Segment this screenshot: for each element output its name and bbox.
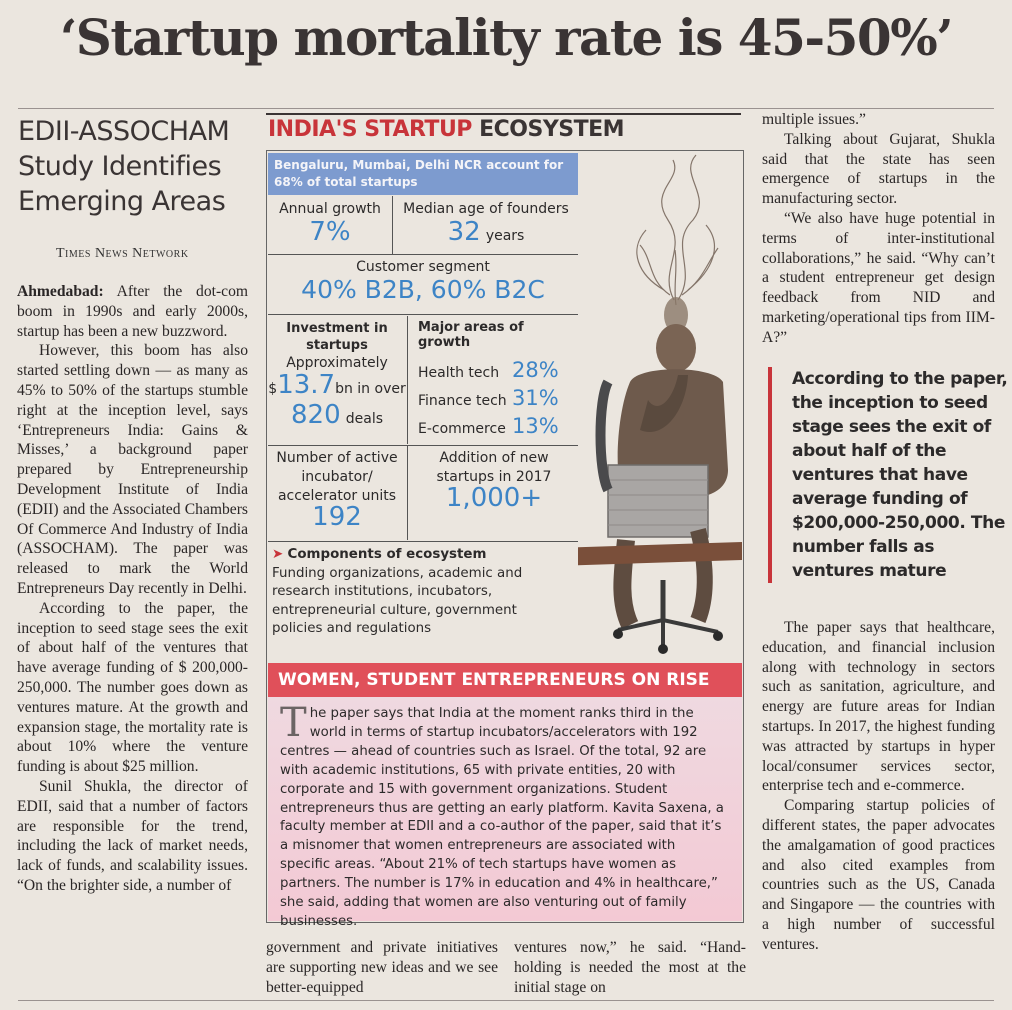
growth-area-value: 13% bbox=[512, 414, 559, 438]
growth-areas-cell: Major areas of growth Health tech 28% Fin… bbox=[410, 320, 578, 438]
growth-area-row: Health tech 28% bbox=[410, 358, 578, 382]
growth-area-row: Finance tech 31% bbox=[410, 386, 578, 410]
median-age-label: Median age of founders bbox=[403, 201, 569, 217]
growth-area-name: Finance tech bbox=[418, 393, 507, 409]
thinker-statue-illustration bbox=[578, 154, 742, 654]
paragraph-2: However, this boom has also started sett… bbox=[17, 342, 248, 597]
investment-dollar: $ bbox=[268, 381, 278, 397]
annual-growth-label: Annual growth bbox=[279, 201, 381, 217]
median-age-cell: Median age of founders 32 years bbox=[394, 201, 578, 247]
top-rule bbox=[18, 108, 994, 109]
grid-line bbox=[407, 316, 408, 444]
components-heading: Components of ecosystem bbox=[287, 547, 487, 562]
incubators-value: 192 bbox=[312, 502, 362, 532]
growth-area-value: 28% bbox=[512, 358, 559, 382]
investment-approx: Approximately bbox=[286, 355, 388, 371]
customer-segment-cell: Customer segment 40% B2B, 60% B2C bbox=[268, 259, 578, 304]
infographic-frame bbox=[266, 150, 744, 923]
infographic-banner: Bengaluru, Mumbai, Delhi NCR account for… bbox=[268, 153, 578, 195]
left-column: Ahmedabad: After the dot-com boom in 199… bbox=[17, 282, 248, 896]
paragraph-4: Sunil Shukla, the director of EDII, said… bbox=[17, 777, 248, 894]
new-startups-cell: Addition of new startups in 2017 1,000+ bbox=[410, 449, 578, 513]
investment-deals-unit: deals bbox=[345, 411, 383, 427]
investment-cell: Investment in startups Approximately $13… bbox=[268, 320, 406, 428]
new-startups-label: Addition of new startups in 2017 bbox=[436, 450, 552, 485]
subhead-line-1: EDII-ASSOCHAM bbox=[18, 116, 230, 147]
median-age-unit: years bbox=[485, 228, 525, 244]
grid-line bbox=[268, 314, 578, 315]
median-age-value: 32 bbox=[447, 217, 481, 247]
investment-label: Investment in startups bbox=[286, 321, 388, 353]
bottom-rule bbox=[18, 1000, 994, 1001]
investment-deals: 820 bbox=[291, 400, 341, 430]
investment-amount: 13.7 bbox=[277, 370, 336, 400]
women-section-title: WOMEN, STUDENT ENTREPRENEURS ON RISE bbox=[268, 663, 742, 697]
growth-area-name: E-commerce bbox=[418, 421, 506, 437]
right-paragraph-0: multiple issues.” bbox=[762, 111, 866, 128]
annual-growth-value: 7% bbox=[309, 217, 351, 247]
infographic-title-dark: ECOSYSTEM bbox=[479, 117, 625, 142]
infographic-top-rule bbox=[266, 113, 741, 115]
right-paragraph-4: Comparing startup policies of different … bbox=[762, 797, 995, 953]
drop-cap: T bbox=[280, 700, 307, 746]
women-section-text: he paper says that India at the moment r… bbox=[280, 706, 724, 929]
headline: ‘Startup mortality rate is 45-50%’ bbox=[59, 8, 954, 67]
subhead-line-3: Emerging Areas bbox=[18, 186, 226, 217]
right-paragraph-2: “We also have huge potential in terms of… bbox=[762, 209, 995, 346]
paragraph-3: According to the paper, the inception to… bbox=[17, 599, 248, 776]
subhead: EDII-ASSOCHAM Study Identifies Emerging … bbox=[18, 114, 253, 219]
growth-area-name: Health tech bbox=[418, 365, 500, 381]
arrow-icon: ➤ bbox=[272, 547, 284, 562]
incubators-cell: Number of active incubator/ accelerator … bbox=[270, 449, 404, 532]
customer-segment-label: Customer segment bbox=[356, 259, 490, 275]
pull-quote: According to the paper, the inception to… bbox=[768, 367, 1012, 583]
grid-line bbox=[407, 446, 408, 540]
grid-line bbox=[392, 196, 393, 254]
right-column-top: multiple issues.” Talking about Gujarat,… bbox=[762, 110, 995, 348]
grid-line bbox=[268, 254, 578, 255]
components-text: Funding organizations, academic and rese… bbox=[272, 565, 523, 637]
bottom-column-2-text: ventures now,” he said. “Hand-holding is… bbox=[514, 939, 746, 996]
incubators-label: Number of active incubator/ accelerator … bbox=[276, 450, 398, 504]
byline: Times News Network bbox=[56, 246, 189, 261]
bottom-column-1-text: government and private initiatives are s… bbox=[266, 939, 498, 996]
grid-line bbox=[268, 445, 578, 446]
dateline: Ahmedabad: bbox=[17, 283, 104, 300]
bottom-column-1: government and private initiatives are s… bbox=[266, 938, 498, 997]
new-startups-value: 1,000+ bbox=[445, 483, 543, 513]
infographic-title-red: INDIA'S STARTUP bbox=[268, 117, 472, 142]
subhead-line-2: Study Identifies bbox=[18, 151, 222, 182]
customer-segment-value: 40% B2B, 60% B2C bbox=[301, 275, 545, 304]
annual-growth-cell: Annual growth 7% bbox=[268, 201, 392, 247]
investment-unit: bn in over bbox=[335, 381, 406, 397]
growth-areas-label: Major areas of growth bbox=[418, 320, 524, 350]
paragraph-1: Ahmedabad: After the dot-com boom in 199… bbox=[17, 282, 248, 341]
grid-line bbox=[268, 541, 578, 542]
paragraph-1-text: After the dot-com boom in 1990s and earl… bbox=[17, 283, 248, 340]
bottom-column-2: ventures now,” he said. “Hand-holding is… bbox=[514, 938, 746, 997]
components-of-ecosystem: ➤ Components of ecosystem Funding organi… bbox=[272, 546, 537, 639]
infographic-title: INDIA'S STARTUP ECOSYSTEM bbox=[268, 117, 625, 142]
right-paragraph-1: Talking about Gujarat, Shukla said that … bbox=[762, 130, 995, 208]
right-column-bottom: The paper says that healthcare, educatio… bbox=[762, 618, 995, 955]
growth-area-row: E-commerce 13% bbox=[410, 414, 578, 438]
right-paragraph-3: The paper says that healthcare, educatio… bbox=[762, 619, 995, 795]
growth-area-value: 31% bbox=[512, 386, 559, 410]
